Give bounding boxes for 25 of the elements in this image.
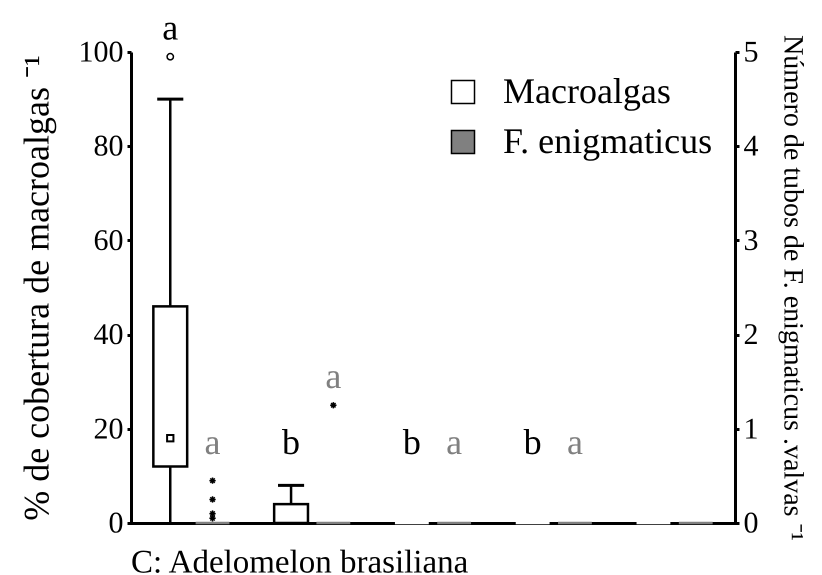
text: a [162, 7, 178, 48]
y2-tick-label: 2 [744, 318, 758, 352]
y2-tick-label: 5 [744, 36, 758, 68]
y2-axis-title: Número de tubos de F. enigmaticus .valvas ⁻¹ [778, 35, 808, 541]
text: a [204, 422, 221, 462]
y-tick-label: 100 [78, 36, 124, 68]
text: C: Adelomelon brasiliana [131, 544, 469, 575]
y-tick-label: 20 [94, 412, 124, 446]
text: a [446, 422, 462, 462]
text: a [325, 356, 342, 396]
text: b [524, 422, 542, 462]
y2-tick-label: 3 [744, 224, 758, 257]
text: b [282, 422, 300, 462]
legend-label: F. enigmaticus [503, 121, 712, 161]
legend-label: Macroalgas [503, 71, 671, 111]
y-tick-label: 40 [94, 318, 124, 352]
y-tick-label: 80 [94, 130, 124, 163]
y-tick-label: 60 [94, 224, 124, 257]
y-axis-title: % de cobertura de macroalgas ⁻¹ [16, 55, 56, 521]
y-tick-label: 0 [108, 506, 124, 540]
y2-tick-label: 0 [744, 506, 758, 540]
text: b [402, 422, 421, 462]
y2-tick-label: 1 [744, 412, 758, 446]
text: a [566, 422, 583, 462]
y2-tick-label: 4 [744, 130, 758, 163]
